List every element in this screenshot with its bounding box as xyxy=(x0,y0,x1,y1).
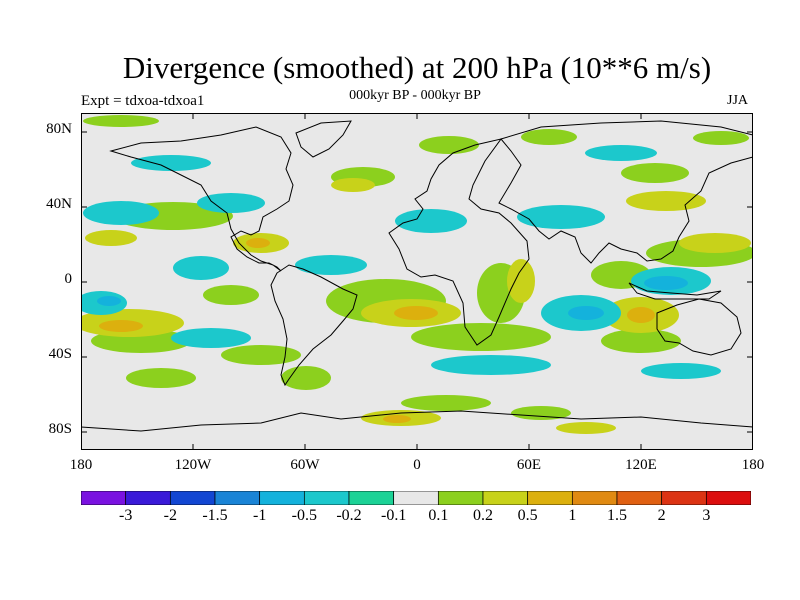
coastlines xyxy=(81,120,753,432)
colorbar-label: -0.5 xyxy=(291,507,317,524)
colorbar-swatch xyxy=(482,491,529,505)
contours-mid-negative xyxy=(97,276,688,320)
lon-label-0: 0 xyxy=(413,457,421,473)
lon-label-180e: 180 xyxy=(741,457,765,473)
colorbar-swatch xyxy=(616,491,663,505)
lon-label-60w: 60W xyxy=(290,457,320,473)
antarctica-coastline xyxy=(81,410,753,432)
australia-coastline xyxy=(656,298,742,356)
colorbar-swatch xyxy=(348,491,395,505)
colorbar-swatch xyxy=(303,491,350,505)
colorbar-label: 1 xyxy=(568,507,577,524)
colorbar-label: 0.2 xyxy=(473,507,493,524)
europe-africa-coastline xyxy=(388,138,530,346)
colorbar-label: 0.1 xyxy=(428,507,449,524)
colorbar-label: 1.5 xyxy=(607,507,627,524)
colorbar-swatch xyxy=(437,491,484,505)
colorbar-label: -0.1 xyxy=(380,507,407,524)
lat-label-40n: 40N xyxy=(46,196,72,212)
axis-ticks xyxy=(81,113,753,450)
colorbar-swatch xyxy=(125,491,171,505)
chart-subtitle: 000kyr BP - 000kyr BP xyxy=(349,88,481,103)
colorbar xyxy=(81,491,751,505)
colorbar-label: -1.5 xyxy=(202,507,228,524)
colorbar-label: -2 xyxy=(163,507,177,524)
lon-label-120w: 120W xyxy=(174,457,212,473)
colorbar-swatch xyxy=(527,491,573,505)
chart-title: Divergence (smoothed) at 200 hPa (10**6 … xyxy=(122,50,712,85)
south-america-coastline xyxy=(270,264,358,387)
colorbar-swatch xyxy=(214,491,261,505)
season-label: JJA xyxy=(727,93,749,108)
divergence-map xyxy=(81,113,753,450)
colorbar-swatch xyxy=(705,491,751,505)
colorbar-swatch xyxy=(393,491,439,505)
colorbar-swatch xyxy=(81,491,127,505)
colorbar-swatch xyxy=(169,491,216,505)
colorbar-label: -0.2 xyxy=(336,507,362,524)
lat-label-80n: 80N xyxy=(46,121,72,137)
lat-label-40s: 40S xyxy=(48,346,72,362)
north-america-coastline xyxy=(109,126,294,272)
colorbar-swatch xyxy=(259,491,305,505)
colorbar-label: 2 xyxy=(657,507,666,524)
asia-coastline xyxy=(498,120,753,264)
experiment-label: Expt = tdxoa-tdxoa1 xyxy=(81,93,205,109)
colorbar-label: 0.5 xyxy=(517,507,538,524)
colorbar-swatch xyxy=(661,491,707,505)
colorbar-label: 3 xyxy=(702,507,711,524)
lon-label-60e: 60E xyxy=(516,457,542,473)
contours-high-positive xyxy=(99,238,655,423)
lat-label-80s: 80S xyxy=(48,421,72,437)
contours-low-negative xyxy=(81,145,721,379)
indonesia-coastline xyxy=(628,282,722,300)
colorbar-swatch xyxy=(571,491,618,505)
lon-label-180w: 180 xyxy=(69,457,93,473)
colorbar-label: -1 xyxy=(252,507,267,524)
lat-label-0: 0 xyxy=(64,271,73,287)
colorbar-label: -3 xyxy=(118,507,133,524)
greenland-coastline xyxy=(295,120,352,158)
contour-fields xyxy=(81,115,753,434)
lon-label-120e: 120E xyxy=(625,457,657,473)
